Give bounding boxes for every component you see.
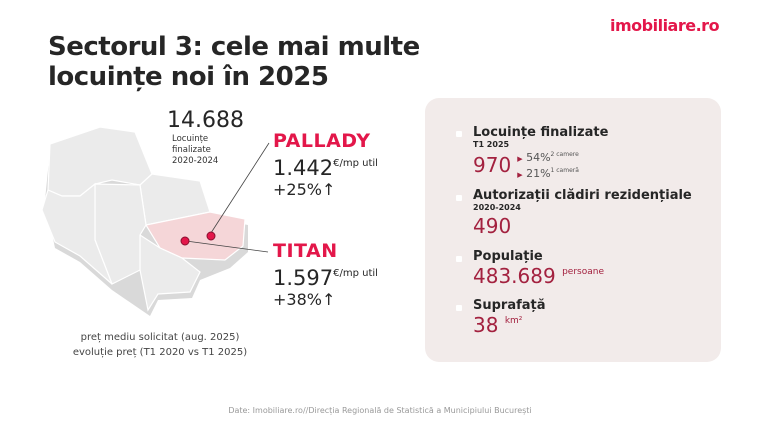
- breakdown-label: 1 cameră: [550, 167, 579, 174]
- titan-leader-line: [185, 240, 269, 253]
- legend-line: evoluție preț (T1 2020 vs T1 2025): [72, 347, 248, 358]
- stat-period: T1 2025: [473, 140, 510, 149]
- district-price: 1.597€/mp util: [273, 266, 378, 290]
- bullet-icon: [456, 131, 462, 137]
- price-value: 1.442: [273, 156, 334, 180]
- pallady-marker: [206, 231, 216, 241]
- stat-population: Populație 483.689 persoane: [473, 249, 604, 288]
- page-title: Sectorul 3: cele mai multe locuințe noi …: [48, 32, 420, 92]
- stat-value: 38: [473, 313, 499, 337]
- price-value: 1.597: [273, 266, 334, 290]
- stat-title: Locuințe finalizate: [473, 125, 609, 140]
- label-line: Locuințe: [172, 134, 209, 144]
- bullet-icon: [456, 256, 462, 262]
- total-finalized-label: Locuințe finalizate 2020-2024: [172, 134, 218, 167]
- price-unit: €/mp util: [333, 268, 378, 279]
- price-change: +25%↑: [273, 180, 336, 199]
- map-sectors: [41, 126, 246, 312]
- stats-card: [425, 98, 721, 362]
- price-change: +38%↑: [273, 290, 336, 309]
- bullet-icon: [456, 305, 462, 311]
- legend-line: preț mediu solicitat (aug. 2025): [80, 332, 240, 343]
- district-name: PALLADY: [273, 130, 371, 152]
- stat-unit: persoane: [562, 267, 604, 277]
- stat-title: Populație: [473, 249, 543, 264]
- district-price: 1.442€/mp util: [273, 156, 378, 180]
- triangle-right-icon: ▶: [517, 171, 523, 179]
- stat-title: Suprafață: [473, 298, 546, 313]
- sector-6: [41, 182, 113, 285]
- brand-logo: imobiliare.ro: [610, 16, 720, 35]
- sector-4: [139, 233, 201, 312]
- label-line: finalizate: [172, 145, 211, 155]
- breakdown-label: 2 camere: [550, 151, 579, 158]
- stat-title: Autorizații clădiri rezidențiale: [473, 188, 692, 203]
- triangle-right-icon: ▶: [517, 155, 523, 163]
- bucharest-map: [41, 126, 270, 316]
- price-legend: preț mediu solicitat (aug. 2025) evoluți…: [40, 330, 280, 360]
- breakdown-pct: 21%: [526, 167, 551, 180]
- stat-value: 490: [473, 214, 512, 238]
- stat-unit: km²: [504, 316, 523, 326]
- district-name: TITAN: [273, 240, 338, 262]
- district-pallady: PALLADY 1.442€/mp util +25%↑: [273, 130, 378, 199]
- stat-permits: Autorizații clădiri rezidențiale 2020-20…: [473, 188, 692, 238]
- price-unit: €/mp util: [333, 158, 378, 169]
- stat-area: Suprafață 38 km²: [473, 298, 546, 337]
- district-titan: TITAN 1.597€/mp util +38%↑: [273, 240, 378, 309]
- pallady-leader-line: [208, 142, 270, 237]
- breakdown-pct: 54%: [526, 151, 551, 164]
- stat-finalized: Locuințe finalizate T1 2025 970 ▶ 54%2 c…: [473, 125, 608, 181]
- stat-value: 483.689: [473, 264, 556, 288]
- title-line-1: Sectorul 3: cele mai multe: [48, 32, 420, 62]
- label-line: 2020-2024: [172, 156, 219, 166]
- stat-value: 970: [473, 153, 512, 177]
- bullet-icon: [456, 195, 462, 201]
- source-note: Date: Imobiliare.ro//Direcția Regională …: [228, 406, 532, 415]
- title-line-2: locuințe noi în 2025: [48, 62, 329, 92]
- stat-period: 2020-2024: [473, 203, 521, 212]
- titan-marker: [180, 236, 190, 246]
- total-finalized-value: 14.688: [167, 108, 244, 133]
